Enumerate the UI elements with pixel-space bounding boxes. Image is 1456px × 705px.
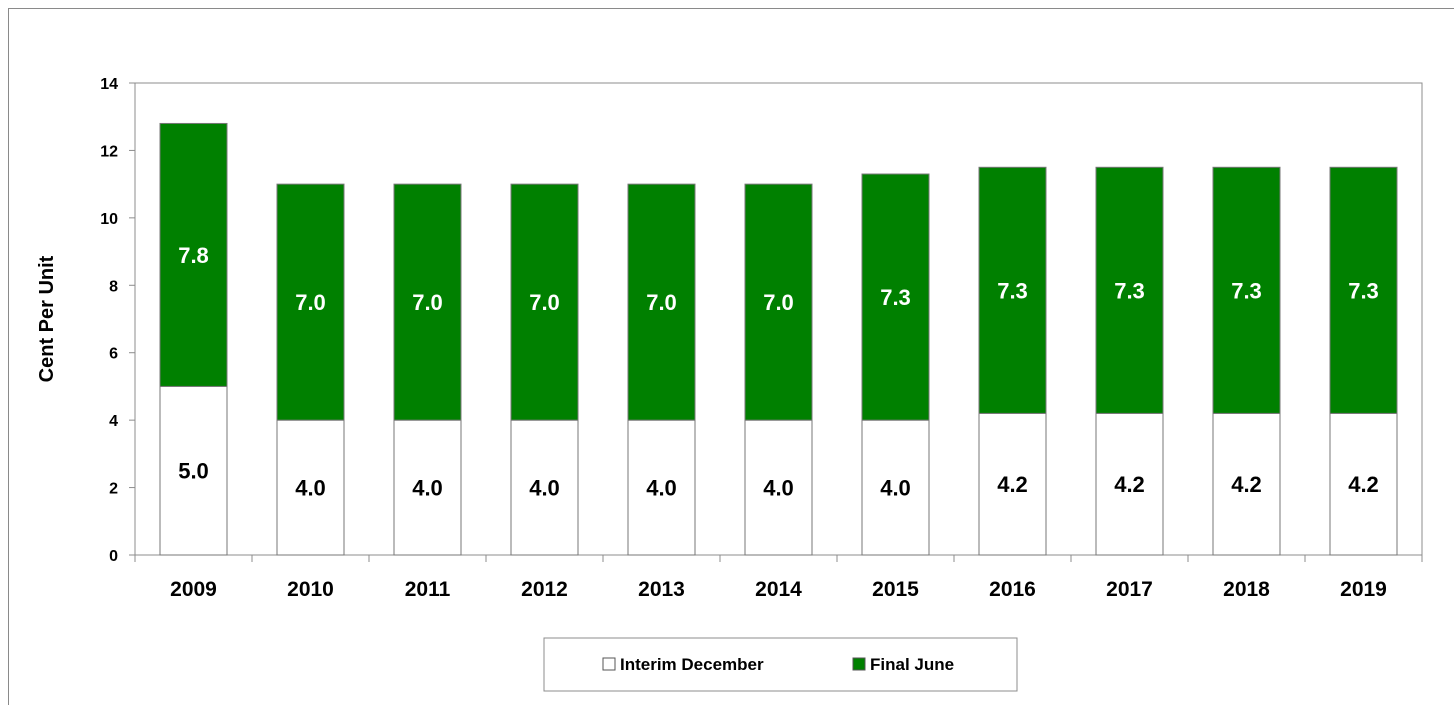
bar-interim-december xyxy=(1329,412,1398,556)
y-tick-label: 12 xyxy=(100,143,118,160)
bar-final-june xyxy=(1329,166,1398,414)
y-tick-label: 14 xyxy=(100,76,118,93)
data-label-interim: 4.0 xyxy=(529,476,560,501)
data-label-final: 7.3 xyxy=(1114,278,1145,303)
x-tick-label: 2015 xyxy=(872,578,919,601)
y-tick-label: 6 xyxy=(109,346,118,363)
data-label-final: 7.8 xyxy=(178,243,209,268)
bar-final-june xyxy=(861,173,930,421)
legend-swatch-interim-december xyxy=(602,657,616,671)
legend-box xyxy=(543,637,1018,692)
data-label-final: 7.3 xyxy=(997,278,1028,303)
data-label-interim: 4.0 xyxy=(646,476,677,501)
legend-item-final-june: Final June xyxy=(870,655,954,674)
bar-interim-december xyxy=(1095,412,1164,556)
bar-final-june xyxy=(276,183,345,421)
x-tick-label: 2018 xyxy=(1223,578,1270,601)
bar-final-june xyxy=(159,122,228,387)
bar-interim-december xyxy=(393,419,462,556)
data-label-final: 7.3 xyxy=(1348,278,1379,303)
x-tick-label: 2013 xyxy=(638,578,685,601)
bar-final-june xyxy=(627,183,696,421)
y-tick-label: 4 xyxy=(109,413,118,430)
chart-frame xyxy=(8,8,1454,705)
data-label-final: 7.0 xyxy=(412,290,443,315)
bar-final-june xyxy=(744,183,813,421)
bar-final-june xyxy=(978,166,1047,414)
y-tick-label: 2 xyxy=(109,481,118,498)
data-label-interim: 4.2 xyxy=(1348,472,1379,497)
data-label-interim: 4.2 xyxy=(1114,472,1145,497)
data-label-interim: 4.0 xyxy=(880,476,911,501)
data-label-final: 7.0 xyxy=(646,290,677,315)
data-label-interim: 4.2 xyxy=(1231,472,1262,497)
data-label-final: 7.0 xyxy=(529,290,560,315)
data-label-final: 7.3 xyxy=(880,285,911,310)
data-label-interim: 4.2 xyxy=(997,472,1028,497)
data-label-final: 7.3 xyxy=(1231,278,1262,303)
data-label-interim: 4.0 xyxy=(412,476,443,501)
bar-interim-december xyxy=(744,419,813,556)
data-label-interim: 4.0 xyxy=(295,476,326,501)
bar-interim-december xyxy=(1212,412,1281,556)
data-label-interim: 5.0 xyxy=(178,459,209,484)
y-tick-label: 0 xyxy=(109,548,118,565)
y-tick-label: 10 xyxy=(100,211,118,228)
y-axis-title: Cent Per Unit xyxy=(36,255,58,382)
legend-item-interim-december: Interim December xyxy=(620,655,764,674)
bar-interim-december xyxy=(510,419,579,556)
x-tick-label: 2019 xyxy=(1340,578,1387,601)
data-label-final: 7.0 xyxy=(295,290,326,315)
bar-interim-december xyxy=(861,419,930,556)
bar-interim-december xyxy=(276,419,345,556)
x-tick-label: 2011 xyxy=(405,578,451,601)
legend-swatch-final-june xyxy=(852,657,866,671)
data-label-interim: 4.0 xyxy=(763,476,794,501)
x-tick-label: 2010 xyxy=(287,578,334,601)
bar-interim-december xyxy=(627,419,696,556)
x-tick-label: 2009 xyxy=(170,578,217,601)
bar-final-june xyxy=(1212,166,1281,414)
bar-final-june xyxy=(393,183,462,421)
x-tick-label: 2016 xyxy=(989,578,1036,601)
x-tick-label: 2017 xyxy=(1106,578,1153,601)
bar-final-june xyxy=(510,183,579,421)
data-label-final: 7.0 xyxy=(763,290,794,315)
x-tick-label: 2012 xyxy=(521,578,568,601)
bar-interim-december xyxy=(978,412,1047,556)
y-tick-label: 8 xyxy=(109,278,118,295)
bar-final-june xyxy=(1095,166,1164,414)
x-tick-label: 2014 xyxy=(755,578,802,601)
